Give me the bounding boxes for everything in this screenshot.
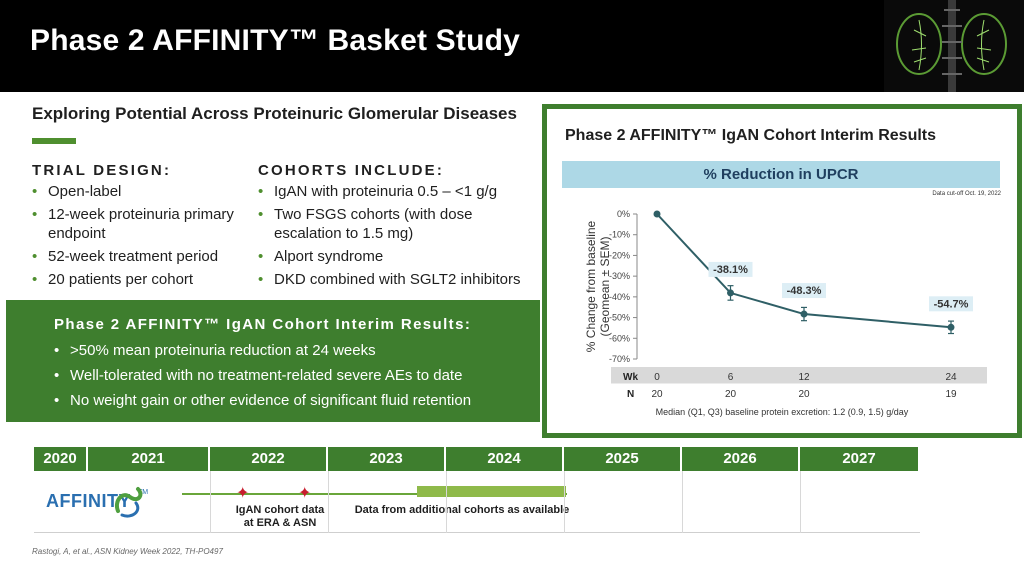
timeline-year-2022: 2022 <box>210 447 328 471</box>
week-row-bg <box>611 367 987 384</box>
y-tick-label: -60% <box>609 333 630 343</box>
n-row-label: N <box>627 389 634 400</box>
timeline-divider <box>682 471 683 533</box>
timeline-divider <box>328 471 329 533</box>
interim-results-box: Phase 2 AFFINITY™ IgAN Cohort Interim Re… <box>6 300 540 422</box>
affinity-logo-tm: TM <box>138 489 149 496</box>
timeline-divider <box>564 471 565 533</box>
section-subtitle: Exploring Potential Across Proteinuric G… <box>32 104 517 123</box>
citation: Rastogi, A, et al., ASN Kidney Week 2022… <box>32 547 223 556</box>
data-label-bg <box>929 296 973 312</box>
x-tick-label: 6 <box>728 372 734 383</box>
additional-cohorts-bar <box>417 486 566 497</box>
trial-design-list: Open-label 12-week proteinuria primary e… <box>32 182 242 293</box>
additional-cohorts-label: Data from additional cohorts as availabl… <box>354 504 570 516</box>
milestone-star-icon: ✦ <box>298 485 312 502</box>
data-cutoff-note: Data cut-off Oct. 19, 2022 <box>932 191 1001 197</box>
timeline-year-2026: 2026 <box>682 447 800 471</box>
milestone-label: IgAN cohort data at ERA & ASN <box>220 504 340 530</box>
y-axis-label: % Change from baseline(Geomean ± SEM) <box>584 220 612 352</box>
timeline-years: 2020 2021 2022 2023 2024 2025 2026 2027 <box>34 447 920 471</box>
week-row-label: Wk <box>623 372 638 383</box>
cohorts-heading: COHORTS INCLUDE: <box>258 162 445 179</box>
x-tick-label: 0 <box>654 372 660 383</box>
n-value: 20 <box>651 389 663 400</box>
data-point <box>653 210 661 218</box>
y-tick-label: -70% <box>609 354 630 364</box>
interim-results-heading: Phase 2 AFFINITY™ IgAN Cohort Interim Re… <box>54 316 472 333</box>
n-value: 19 <box>945 389 957 400</box>
timeline-year-2024: 2024 <box>446 447 564 471</box>
trial-design-heading: TRIAL DESIGN: <box>32 162 172 179</box>
series-line <box>656 213 952 329</box>
list-item: Open-label <box>32 182 242 201</box>
timeline-baseline <box>34 532 920 533</box>
chart-panel: Phase 2 AFFINITY™ IgAN Cohort Interim Re… <box>542 104 1022 438</box>
milestone-star-icon: ✦ <box>236 485 250 502</box>
list-item: Alport syndrome <box>258 247 528 266</box>
y-tick-label: -10% <box>609 230 630 240</box>
data-label: -38.1% <box>713 264 748 276</box>
list-item: Two FSGS cohorts (with dose escalation t… <box>258 205 528 243</box>
chart-banner: % Reduction in UPCR <box>562 161 1000 188</box>
page-title: Phase 2 AFFINITY™ Basket Study <box>30 24 521 57</box>
list-item: No weight gain or other evidence of sign… <box>54 391 524 410</box>
data-label: -48.3% <box>787 285 822 297</box>
chart-panel-title: Phase 2 AFFINITY™ IgAN Cohort Interim Re… <box>565 127 937 144</box>
timeline-divider <box>210 471 211 533</box>
data-label-bg <box>708 261 753 277</box>
timeline-year-2020: 2020 <box>34 447 88 471</box>
list-item: 52-week treatment period <box>32 247 242 266</box>
accent-bar <box>32 138 76 144</box>
y-tick-label: -20% <box>609 250 630 260</box>
list-item: >50% mean proteinuria reduction at 24 we… <box>54 341 524 360</box>
chart-banner-label: % Reduction in UPCR <box>703 166 859 183</box>
timeline-year-2021: 2021 <box>88 447 210 471</box>
milestone-label-line: IgAN cohort data <box>235 504 325 516</box>
data-label: -54.7% <box>934 298 969 310</box>
n-value: 20 <box>798 389 810 400</box>
timeline-divider <box>800 471 801 533</box>
timeline: 2020 2021 2022 2023 2024 2025 2026 2027 AFFINIT… <box>34 447 920 535</box>
timeline-year-2027: 2027 <box>800 447 920 471</box>
list-item: 12-week proteinuria primary endpoint <box>32 205 242 243</box>
n-row-bg <box>611 384 987 401</box>
data-point <box>947 323 955 331</box>
interim-results-list: >50% mean proteinuria reduction at 24 we… <box>54 341 524 416</box>
timeline-body: AFFINITY TM ✦ ✦ IgAN cohort data at ERA … <box>34 471 920 533</box>
cohorts-list: IgAN with proteinuria 0.5 – <1 g/g Two F… <box>258 182 528 293</box>
timeline-track <box>182 493 567 495</box>
data-label-bg <box>782 283 826 299</box>
timeline-year-2025: 2025 <box>564 447 682 471</box>
milestone-label-line: at ERA & ASN <box>243 517 317 529</box>
header-bar: Phase 2 AFFINITY™ Basket Study <box>0 0 1024 92</box>
x-tick-label: 24 <box>945 372 957 383</box>
list-item: 20 patients per cohort <box>32 270 242 289</box>
data-point <box>800 310 808 318</box>
list-item: DKD combined with SGLT2 inhibitors <box>258 270 528 289</box>
n-value: 20 <box>725 389 737 400</box>
affinity-logo-text: AFFINITY <box>46 491 131 511</box>
median-baseline-note: Median (Q1, Q3) baseline protein excreti… <box>655 407 909 417</box>
y-tick-label: -50% <box>609 313 630 323</box>
y-tick-label: -40% <box>609 292 630 302</box>
list-item: Well-tolerated with no treatment-related… <box>54 366 524 385</box>
list-item: IgAN with proteinuria 0.5 – <1 g/g <box>258 182 528 201</box>
timeline-divider <box>446 471 447 533</box>
data-point <box>727 289 734 297</box>
y-tick-label: -30% <box>609 271 630 281</box>
kidney-illustration-icon <box>884 0 1024 92</box>
y-tick-label: 0% <box>617 209 630 219</box>
upcr-line-chart: 0% -10% -20% -30% -40% -50% -60% -70% % Change f… <box>584 209 987 401</box>
x-tick-label: 12 <box>798 372 810 383</box>
timeline-year-2023: 2023 <box>328 447 446 471</box>
affinity-loop-icon <box>115 487 143 518</box>
